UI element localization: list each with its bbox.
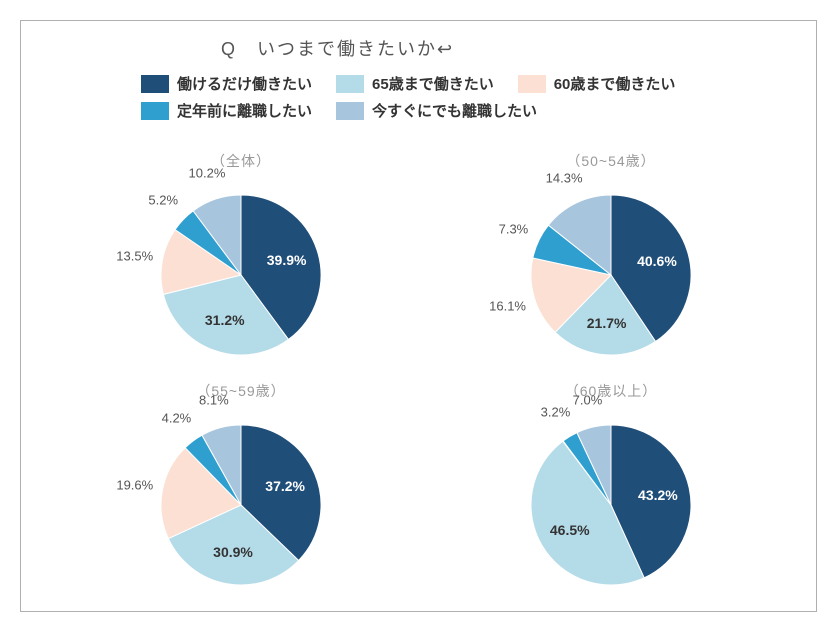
legend-item: 65歳まで働きたい — [336, 73, 494, 94]
slice-label: 4.2% — [162, 411, 192, 426]
chart-frame: Q いつまで働きたいか↩ 働けるだけ働きたい 65歳まで働きたい 60歳まで働きたい… — [20, 20, 817, 612]
pie-wrap: 43.2%46.5%3.2%7.0% — [421, 405, 801, 605]
slice-label: 7.0% — [573, 392, 603, 407]
slice-label: 46.5% — [550, 522, 590, 538]
slice-label: 16.1% — [489, 299, 526, 314]
slice-label: 13.5% — [116, 248, 153, 263]
legend-item: 60歳まで働きたい — [518, 73, 676, 94]
pie-chart-title: （60歳以上） — [421, 381, 801, 401]
legend-swatch — [518, 75, 546, 93]
legend-swatch — [141, 75, 169, 93]
slice-label: 5.2% — [148, 193, 178, 208]
legend-item: 今すぐにでも離職したい — [336, 100, 537, 121]
slice-label: 19.6% — [116, 478, 153, 493]
slice-label: 43.2% — [638, 487, 678, 503]
pie-wrap: 39.9%31.2%13.5%5.2%10.2% — [51, 175, 431, 375]
pie-chart: （60歳以上） 43.2% 46.5% 3.2%7.0% — [421, 381, 801, 611]
legend-swatch — [141, 102, 169, 120]
pie-svg — [531, 425, 691, 585]
slice-label: 7.3% — [499, 221, 529, 236]
chart-question-title: Q いつまで働きたいか↩ — [221, 35, 454, 61]
pie-wrap: 37.2%30.9%19.6%4.2%8.1% — [51, 405, 431, 605]
pie-chart: （50~54歳） 40.6% 21.7% 16.1% 7.3% 14.3% — [421, 151, 801, 381]
legend-label: 60歳まで働きたい — [554, 73, 676, 94]
pie-chart-title: （50~54歳） — [421, 151, 801, 171]
legend-label: 働けるだけ働きたい — [177, 73, 312, 94]
slice-label: 39.9% — [267, 252, 307, 268]
pie-wrap: 40.6%21.7%16.1%7.3%14.3% — [421, 175, 801, 375]
slice-label: 10.2% — [189, 165, 226, 180]
slice-label: 40.6% — [637, 253, 677, 269]
legend-label: 定年前に離職したい — [177, 100, 312, 121]
legend-label: 65歳まで働きたい — [372, 73, 494, 94]
pie-chart: （55~59歳） 37.2% 30.9% 19.6% 4.2% 8.1% — [51, 381, 431, 611]
slice-label: 21.7% — [587, 315, 627, 331]
pie-svg — [161, 195, 321, 355]
charts-grid: （全体） 39.9% 31.2% 13.5% 5.2% 10.2% （50~54歳） 40.6… — [21, 151, 816, 611]
pie-chart: （全体） 39.9% 31.2% 13.5% 5.2% 10.2% — [51, 151, 431, 381]
slice-label: 37.2% — [265, 478, 305, 494]
legend: 働けるだけ働きたい 65歳まで働きたい 60歳まで働きたい定年前に離職したい 今すぐに… — [141, 73, 756, 127]
slice-label: 30.9% — [213, 544, 253, 560]
legend-label: 今すぐにでも離職したい — [372, 100, 537, 121]
legend-item: 定年前に離職したい — [141, 100, 312, 121]
pie-chart-title: （全体） — [51, 151, 431, 171]
legend-item: 働けるだけ働きたい — [141, 73, 312, 94]
pie-svg — [531, 195, 691, 355]
pie-svg — [161, 425, 321, 585]
slice-label: 3.2% — [541, 405, 571, 420]
slice-label: 14.3% — [546, 170, 583, 185]
slice-label: 8.1% — [199, 393, 229, 408]
pie-chart-title: （55~59歳） — [51, 381, 431, 401]
slice-label: 31.2% — [205, 312, 245, 328]
legend-swatch — [336, 75, 364, 93]
legend-swatch — [336, 102, 364, 120]
